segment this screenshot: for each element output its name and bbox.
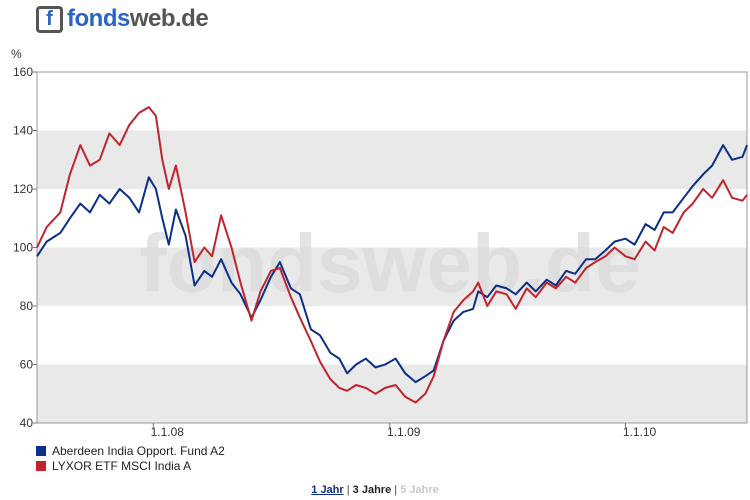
- legend-swatch-icon: [36, 460, 46, 471]
- range-separator: |: [346, 484, 350, 496]
- legend-item: LYXOR ETF MSCI India A: [36, 458, 225, 473]
- logo-icon-letter: f: [46, 8, 53, 30]
- y-tick-label: 40: [20, 416, 34, 430]
- range-5-years-disabled: 5 Jahre: [400, 484, 439, 496]
- x-tick-label: 1.1.08: [151, 425, 185, 439]
- watermark-text: fondsweb.de: [139, 219, 640, 310]
- legend-swatch-icon: [36, 445, 46, 456]
- range-1-year-link[interactable]: 1 Jahr: [311, 484, 344, 496]
- logo-wordmark-prefix: fonds: [67, 5, 130, 32]
- legend: Aberdeen India Opport. Fund A2 LYXOR ETF…: [36, 443, 225, 473]
- x-tick-label: 1.1.09: [387, 425, 421, 439]
- legend-item: Aberdeen India Opport. Fund A2: [36, 443, 225, 458]
- y-tick-label: 160: [13, 65, 33, 79]
- y-axis-label: %: [11, 47, 22, 61]
- range-separator: |: [394, 484, 398, 496]
- logo-wordmark: fondsweb.de: [67, 5, 209, 33]
- brand-logo: f fondsweb.de: [36, 4, 209, 34]
- legend-label: Aberdeen India Opport. Fund A2: [52, 443, 225, 458]
- x-tick-label: 1.1.10: [623, 425, 657, 439]
- y-tick-label: 60: [20, 358, 34, 372]
- legend-label: LYXOR ETF MSCI India A: [52, 458, 192, 473]
- series-line-2: [36, 106, 748, 404]
- logo-icon: f: [36, 5, 63, 33]
- logo-wordmark-suffix: web.de: [129, 5, 209, 32]
- y-tick-label: 120: [13, 182, 33, 196]
- grid-band: [37, 364, 747, 423]
- time-range-selector: 1 Jahr | 3 Jahre | 5 Jahre: [0, 484, 750, 496]
- range-3-years-current: 3 Jahre: [352, 484, 392, 496]
- y-tick-label: 80: [20, 299, 34, 313]
- performance-chart: fondsweb.de 40 60 80 100 120 140 160% 1.1.08 1.1.…: [11, 47, 748, 439]
- y-tick-label: 140: [13, 124, 33, 138]
- grid-band: [37, 130, 747, 189]
- series-line-1: [36, 144, 748, 384]
- y-tick-label: 100: [13, 241, 33, 255]
